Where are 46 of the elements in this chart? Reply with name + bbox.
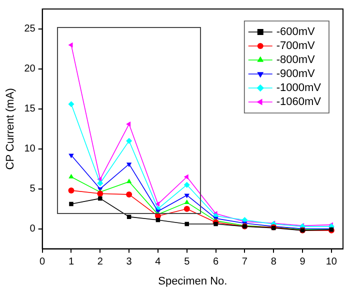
point (69, 202, 74, 206)
point (126, 122, 131, 127)
x-tick-label: 9 (300, 256, 306, 268)
point (126, 214, 132, 219)
x-tick-label: 3 (126, 256, 132, 268)
point (184, 182, 190, 188)
y-tick-label: 0 (30, 224, 36, 235)
x-tick-label: 7 (242, 256, 248, 268)
legend-label: -600mV (276, 26, 316, 38)
point (126, 162, 132, 168)
x-tick-label: 5 (184, 256, 190, 268)
y-tick-label: 20 (24, 64, 36, 75)
point (97, 190, 104, 197)
y-tick-label: 10 (24, 144, 36, 155)
point (97, 180, 104, 186)
point (184, 199, 190, 204)
point (154, 201, 160, 207)
legend-label: -800mV (276, 54, 316, 66)
x-tick-label: 10 (326, 256, 338, 268)
x-axis-title: Specimen No. (158, 275, 228, 288)
y-tick-label: 15 (24, 104, 36, 115)
point (68, 101, 74, 108)
point (68, 187, 74, 194)
x-tick-label: 8 (270, 256, 277, 268)
legend-label: -1000mV (276, 82, 322, 94)
y-tick-label: 25 (24, 24, 36, 35)
x-tick-label: 1 (68, 256, 74, 268)
point (184, 194, 190, 198)
y-tick-label: 5 (30, 184, 36, 195)
point (68, 42, 73, 48)
legend-label: -900mV (276, 68, 316, 80)
point (214, 222, 218, 226)
legend-label: -1060mV (276, 96, 322, 108)
point (184, 206, 190, 212)
point (98, 196, 102, 201)
x-tick-label: 4 (155, 256, 162, 268)
point (126, 191, 132, 198)
x-tick-label: 6 (213, 256, 220, 268)
x-tick-label: 0 (40, 256, 46, 268)
point (126, 138, 132, 144)
y-axis-title: CP Current (mA) (4, 88, 17, 170)
point (184, 174, 188, 180)
point (126, 178, 132, 184)
x-tick-label: 2 (97, 256, 104, 268)
point (68, 174, 74, 178)
legend-label: -700mV (276, 40, 316, 52)
